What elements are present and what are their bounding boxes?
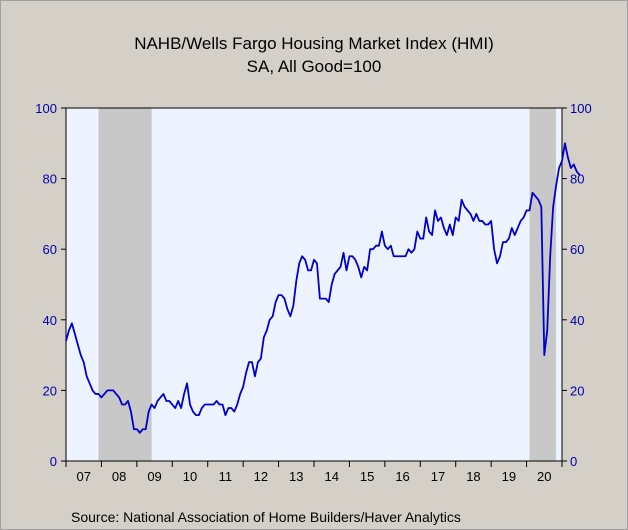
chart-subtitle: SA, All Good=100: [246, 57, 382, 76]
chart-title: NAHB/Wells Fargo Housing Market Index (H…: [134, 34, 494, 53]
x-tick-label: 16: [395, 469, 409, 484]
x-tick-label: 11: [219, 469, 233, 484]
x-tick-label: 20: [537, 469, 551, 484]
x-tick-label: 09: [147, 469, 161, 484]
y-tick-label-right: 40: [570, 313, 584, 328]
x-tick-label: 17: [431, 469, 445, 484]
y-tick-label-left: 100: [35, 101, 57, 116]
x-tick-label: 07: [76, 469, 90, 484]
x-tick-label: 10: [183, 469, 197, 484]
y-tick-label-right: 60: [570, 242, 584, 257]
y-tick-label-left: 80: [43, 172, 57, 187]
x-tick-label: 08: [112, 469, 126, 484]
x-tick-label: 12: [254, 469, 268, 484]
y-tick-label-right: 100: [570, 101, 592, 116]
y-tick-label-left: 20: [43, 383, 57, 398]
y-tick-label-right: 80: [570, 172, 584, 187]
y-tick-label-right: 0: [570, 454, 577, 469]
recession-band-0: [98, 108, 152, 461]
x-tick-label: 19: [502, 469, 516, 484]
chart-source: Source: National Association of Home Bui…: [71, 509, 461, 525]
y-tick-label-left: 60: [43, 242, 57, 257]
y-tick-label-left: 40: [43, 313, 57, 328]
y-tick-label-left: 0: [50, 454, 57, 469]
x-tick-label: 18: [466, 469, 480, 484]
series-line-hmi: [65, 142, 581, 434]
x-tick-label: 15: [360, 469, 374, 484]
x-tick-label: 13: [289, 469, 303, 484]
y-tick-label-right: 20: [570, 383, 584, 398]
x-tick-label: 14: [324, 469, 338, 484]
